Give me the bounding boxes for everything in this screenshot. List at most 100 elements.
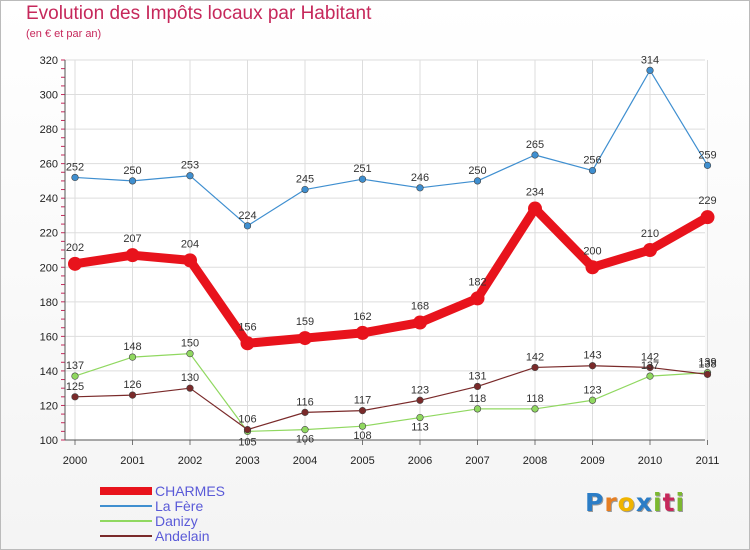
x-tick-label: 2009 [580,455,604,467]
series-line-charmes [70,204,712,348]
legend-item: Andelain [100,528,360,544]
data-point [473,405,482,413]
data-point [71,173,79,182]
series-line-andelain [74,365,709,431]
data-point [588,166,597,175]
data-point [125,248,140,263]
series-line-la-f-re [74,69,709,227]
data-point [416,396,424,404]
data-label: 125 [66,381,84,393]
y-tick-label: 260 [40,159,58,171]
data-point [646,372,654,380]
data-label: 259 [698,149,716,161]
data-label: 148 [123,341,141,353]
data-point [301,408,309,416]
data-label-layer: 202 207 204 156 159 162 168 182 234 200 210 229 252 2… [66,54,717,448]
y-tick-label: 140 [40,366,58,378]
logo-letter: r [604,488,618,517]
proxiti-logo: Proxiti [585,488,685,517]
data-label: 204 [181,238,199,250]
data-label: 137 [641,360,659,372]
x-tick-label: 2003 [235,455,259,467]
data-label: 246 [411,172,429,184]
y-tick-label: 220 [40,228,58,240]
y-tick-label: 200 [40,262,58,274]
series-charmes [68,201,715,351]
axis-layer: 100 120 140 160 180 200 220 240 260 280 300 320 2000… [40,55,720,467]
data-point [243,222,252,230]
plot-area [65,60,705,440]
data-point [413,315,427,330]
y-tick-label: 240 [40,193,58,205]
logo-letter: t [662,488,676,517]
data-point [358,422,367,430]
chart-title: Evolution des Impôts locaux par Habitant [26,3,372,24]
data-label: 182 [468,276,486,288]
grid-layer [65,59,708,441]
logo-letter: i [675,488,686,517]
data-point [128,177,137,185]
data-point [588,362,597,370]
data-point [71,372,79,380]
data-point [700,210,715,225]
data-label: 150 [181,338,199,350]
data-point [71,393,79,401]
series-line-danizy [74,353,709,432]
data-label: 265 [526,139,544,151]
data-label: 137 [66,360,84,372]
data-point [416,184,424,192]
logo-letter: o [617,488,636,517]
data-point [646,66,654,74]
data-point [358,407,367,415]
series-la-f-re [71,66,712,230]
data-point [528,201,542,216]
legend-label: Andelain [155,528,210,544]
chart-subtitle: (en € et par an) [26,28,102,40]
data-label: 117 [354,395,372,407]
data-point [301,426,309,434]
x-tick-label: 2004 [293,455,317,467]
data-label: 168 [411,301,429,313]
data-label: 250 [123,165,141,177]
data-label: 142 [641,351,659,363]
data-label: 142 [526,351,544,363]
data-label: 113 [411,422,429,434]
x-tick-label: 2000 [63,455,87,467]
y-tick-label: 100 [40,435,58,447]
x-tick-label: 2011 [696,455,720,467]
data-point [68,256,82,271]
data-point [643,243,657,257]
data-label: 139 [698,357,716,369]
logo-letter: P [585,488,605,517]
data-label: 108 [353,430,371,442]
data-label: 118 [469,393,487,405]
data-point [128,353,137,361]
x-tick-label: 2006 [408,455,432,467]
data-label: 250 [468,165,486,177]
data-label: 118 [526,393,544,405]
data-point [703,370,712,378]
y-tick-label: 300 [40,90,58,102]
data-label: 138 [698,358,716,370]
data-point [646,363,654,372]
data-point [358,175,367,183]
data-label: 126 [123,379,141,391]
data-label: 314 [641,54,659,66]
x-tick-label: 2001 [120,455,144,467]
data-point [186,350,194,358]
data-label: 123 [411,384,429,396]
data-point [531,363,539,372]
data-label: 234 [526,187,544,199]
data-label: 156 [238,321,256,333]
series-andelain [71,362,712,434]
data-point [531,151,539,159]
data-label: 131 [468,370,486,382]
legend-swatch [100,520,152,522]
data-label: 251 [353,163,371,175]
data-label: 224 [238,210,256,222]
data-label: 116 [296,396,314,408]
legend-swatch [100,487,152,495]
legend-item: Danizy [100,513,360,529]
data-label: 210 [641,228,659,240]
